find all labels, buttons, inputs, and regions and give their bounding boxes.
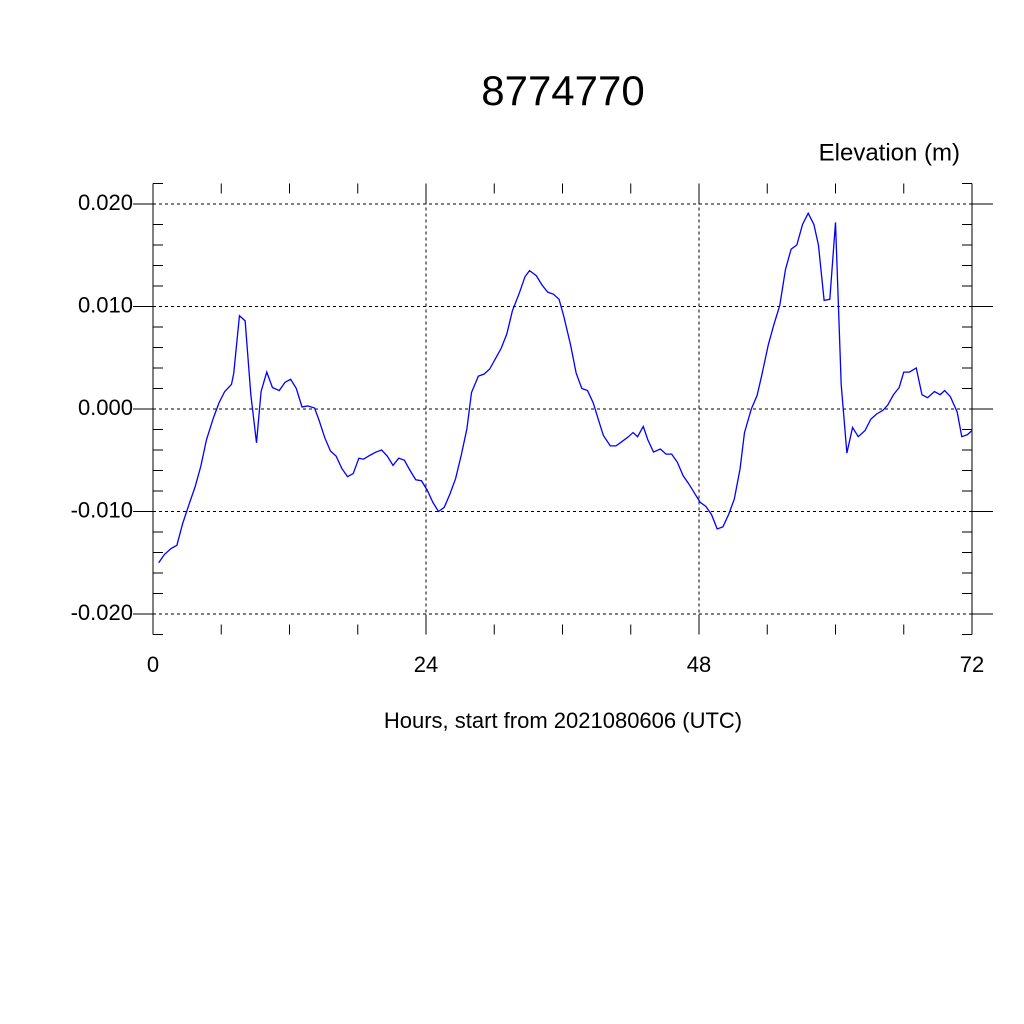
x-tick-label: 72 — [960, 652, 984, 677]
data-line — [158, 211, 973, 564]
x-tick-label: 24 — [414, 652, 438, 677]
x-axis-label: Hours, start from 2021080606 (UTC) — [384, 708, 742, 733]
x-tick-label: 0 — [147, 652, 159, 677]
y-tick-label: -0.020 — [71, 600, 133, 625]
y-axis-label: Elevation (m) — [819, 139, 960, 166]
chart-title: 8774770 — [481, 67, 645, 114]
y-tick-label: -0.010 — [71, 497, 133, 522]
y-tick-label: 0.000 — [78, 395, 133, 420]
y-tick-label: 0.010 — [78, 292, 133, 317]
y-tick-label: 0.020 — [78, 190, 133, 215]
x-tick-label: 48 — [687, 652, 711, 677]
